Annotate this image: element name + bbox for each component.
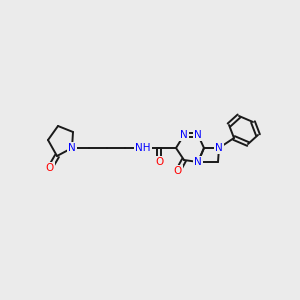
Text: NH: NH xyxy=(135,143,151,153)
Text: O: O xyxy=(174,166,182,176)
Text: N: N xyxy=(180,130,188,140)
Text: O: O xyxy=(155,157,163,167)
Text: O: O xyxy=(46,163,54,173)
Text: N: N xyxy=(68,143,76,153)
Text: N: N xyxy=(194,157,202,167)
Text: N: N xyxy=(215,143,223,153)
Text: N: N xyxy=(194,130,202,140)
